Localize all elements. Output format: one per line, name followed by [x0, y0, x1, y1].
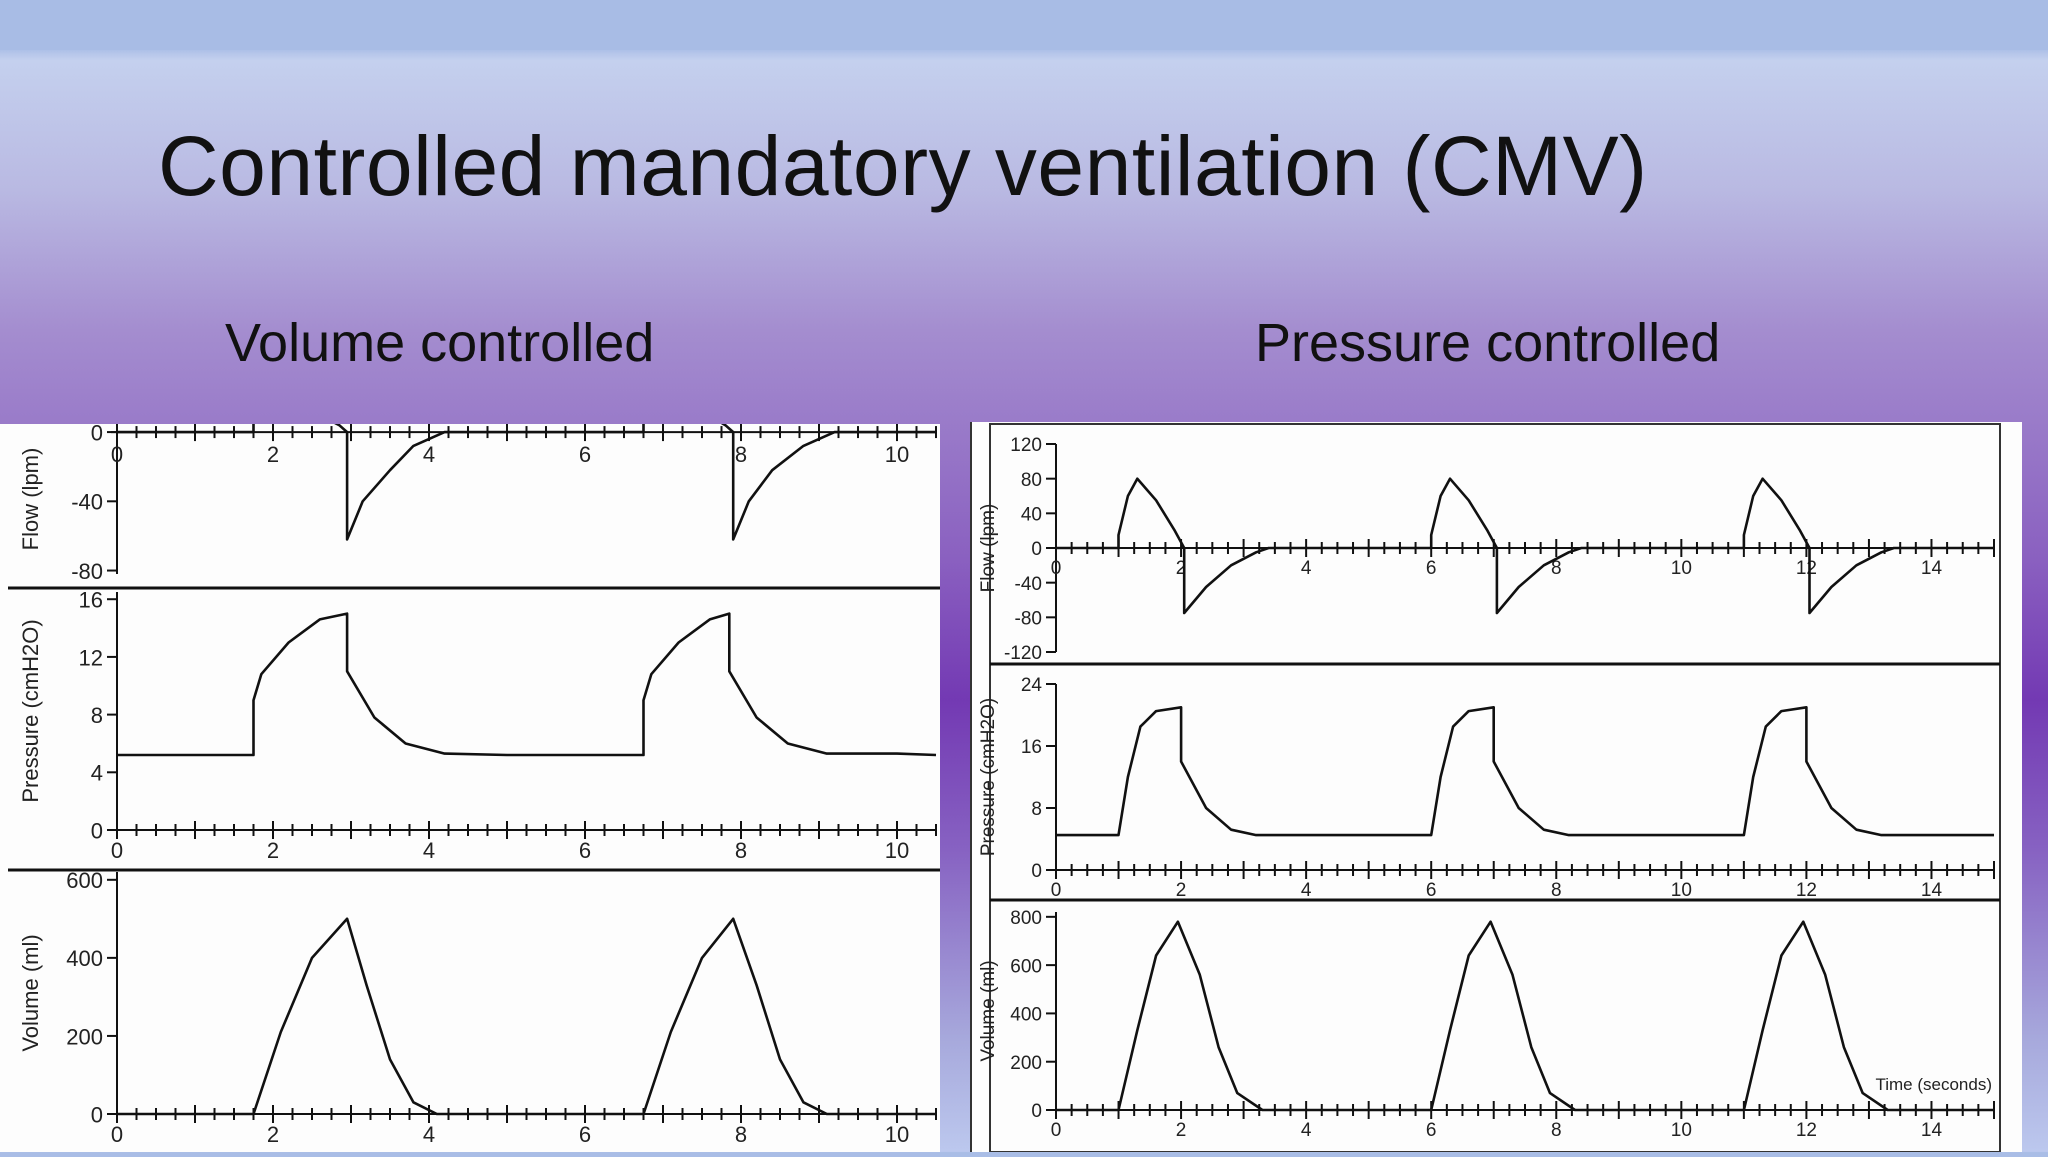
waveform-line	[1056, 920, 1994, 1112]
x-tick-label: 2	[1176, 558, 1187, 579]
y-tick-label: 200	[66, 1024, 103, 1049]
y-tick-label: 600	[1010, 956, 1042, 977]
x-tick-label: 10	[1671, 558, 1692, 579]
x-tick-label: 2	[1176, 880, 1187, 901]
y-tick-label: 12	[79, 645, 103, 670]
x-tick-label: 6	[579, 442, 591, 467]
x-tick-label: 0	[1051, 558, 1062, 579]
y-axis-label: Flow (lpm)	[978, 504, 999, 593]
pressure-controlled-waveforms: 120 80 40 0 -40 -80 -120 0 2 4 6 8 10 12 14 Flow (lpm) 0…	[970, 422, 2022, 1153]
x-tick-label: 10	[885, 838, 909, 863]
y-axis-label: Volume (ml)	[18, 934, 43, 1051]
y-tick-label: 80	[1021, 470, 1042, 491]
x-tick-label: 0	[111, 1122, 123, 1147]
x-tick-label: 6	[579, 1122, 591, 1147]
x-tick-label: 4	[1301, 1120, 1312, 1141]
y-tick-label: 0	[1031, 861, 1042, 882]
waveform-line	[1056, 477, 1994, 615]
top-band	[0, 0, 2048, 50]
time-axis-annotation: Time (seconds)	[1875, 1075, 1992, 1094]
x-tick-label: 12	[1796, 558, 1817, 579]
y-tick-label: 800	[1010, 908, 1042, 929]
waveform-line	[117, 612, 937, 757]
x-tick-label: 4	[423, 1122, 435, 1147]
y-tick-label: -80	[1015, 609, 1042, 630]
slide-title: Controlled mandatory ventilation (CMV)	[158, 119, 1648, 213]
x-tick-label: 4	[423, 838, 435, 863]
x-tick-label: 8	[735, 442, 747, 467]
x-tick-label: 0	[1051, 1120, 1062, 1141]
volume-controlled-chart: 0 -40 -80 0 2 4 6 8 10 Flow (lpm) 0 4 8 12 16 0 2 4 6 8 10 Pr…	[8, 378, 940, 1147]
y-tick-label: 16	[1021, 737, 1042, 758]
chart-frame	[989, 423, 2001, 1153]
volume-controlled-waveforms: 0 -40 -80 0 2 4 6 8 10 Flow (lpm) 0 4 8 12 16 0 2 4 6 8 10 Pr…	[0, 378, 940, 1152]
x-tick-label: 2	[267, 1122, 279, 1147]
y-tick-label: 400	[1010, 1005, 1042, 1026]
volume-controlled-heading: Volume controlled	[225, 313, 655, 373]
y-tick-label: 400	[66, 946, 103, 971]
x-tick-label: 4	[423, 442, 435, 467]
y-tick-label: -120	[1004, 643, 1042, 664]
x-tick-label: 0	[1051, 880, 1062, 901]
y-axis-label: Pressure (cmH2O)	[18, 619, 43, 802]
x-tick-label: 6	[579, 838, 591, 863]
y-tick-label: 8	[1031, 799, 1042, 820]
y-tick-label: 8	[91, 703, 103, 728]
y-tick-label: 24	[1021, 675, 1043, 696]
x-tick-label: 8	[735, 1122, 747, 1147]
x-tick-label: 12	[1796, 1120, 1817, 1141]
y-tick-label: 40	[1021, 505, 1042, 526]
pressure-controlled-heading: Pressure controlled	[1255, 313, 1721, 373]
y-tick-label: 4	[91, 761, 103, 786]
x-tick-label: 2	[267, 838, 279, 863]
y-tick-label: 0	[91, 424, 103, 445]
x-tick-label: 4	[1301, 880, 1312, 901]
waveform-line	[1056, 706, 1994, 837]
waveform-line	[117, 378, 936, 541]
x-tick-label: 8	[1551, 880, 1562, 901]
y-tick-label: -40	[1015, 574, 1042, 595]
y-tick-label: 0	[1031, 1101, 1042, 1122]
y-axis-label: Pressure (cmH2O)	[978, 698, 999, 856]
waveform-line	[117, 917, 936, 1116]
x-tick-label: 6	[1426, 1120, 1437, 1141]
y-axis-label: Flow (lpm)	[18, 448, 43, 551]
x-tick-label: 14	[1921, 558, 1943, 579]
x-tick-label: 10	[1671, 1120, 1692, 1141]
x-tick-label: 2	[267, 442, 279, 467]
x-tick-label: 10	[885, 442, 909, 467]
x-tick-label: 8	[1551, 558, 1562, 579]
y-tick-label: 120	[1010, 435, 1042, 456]
x-tick-label: 0	[111, 442, 123, 467]
y-tick-label: -40	[71, 490, 103, 515]
x-tick-label: 12	[1796, 880, 1817, 901]
y-tick-label: 200	[1010, 1053, 1042, 1074]
y-tick-label: 600	[66, 868, 103, 893]
x-tick-label: 10	[1671, 880, 1692, 901]
x-tick-label: 10	[885, 1122, 909, 1147]
y-tick-label: -80	[71, 559, 103, 584]
y-tick-label: 0	[91, 818, 103, 843]
y-tick-label: 0	[91, 1102, 103, 1127]
x-tick-label: 8	[735, 838, 747, 863]
x-tick-label: 6	[1426, 880, 1437, 901]
y-tick-label: 16	[79, 588, 103, 613]
x-tick-label: 4	[1301, 558, 1312, 579]
x-tick-label: 6	[1426, 558, 1437, 579]
x-tick-label: 2	[1176, 1120, 1187, 1141]
y-axis-label: Volume (ml)	[978, 960, 999, 1061]
x-tick-label: 0	[111, 838, 123, 863]
x-tick-label: 14	[1921, 880, 1943, 901]
x-tick-label: 8	[1551, 1120, 1562, 1141]
y-tick-label: 0	[1031, 539, 1042, 560]
x-tick-label: 14	[1921, 1120, 1943, 1141]
